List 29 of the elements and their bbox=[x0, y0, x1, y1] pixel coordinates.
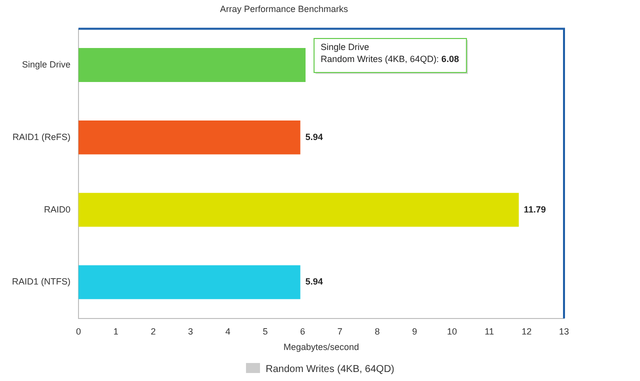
y-tick-label: RAID0 bbox=[44, 204, 70, 214]
bar bbox=[78, 48, 306, 82]
bar bbox=[78, 265, 300, 300]
y-tick-label: RAID1 (NTFS) bbox=[12, 276, 71, 287]
y-tick-label: Single Drive bbox=[22, 59, 70, 70]
x-tick-label: 12 bbox=[522, 326, 532, 336]
x-tick-label: 7 bbox=[337, 326, 342, 336]
x-tick-label: 4 bbox=[225, 326, 230, 336]
data-label: 11.79 bbox=[524, 204, 546, 214]
x-tick-label: 8 bbox=[374, 326, 380, 336]
x-tick-label: 10 bbox=[446, 326, 457, 336]
data-label: 5.94 bbox=[305, 132, 323, 142]
x-tick-label: 13 bbox=[558, 326, 570, 336]
chart-title: Array Performance Benchmarks bbox=[220, 4, 349, 14]
data-label: 5.94 bbox=[305, 276, 323, 287]
x-tick-label: 5 bbox=[262, 326, 268, 336]
x-tick-label: 11 bbox=[484, 326, 494, 336]
x-tick-label: 6 bbox=[300, 326, 306, 336]
y-tick-label: RAID1 (ReFS) bbox=[12, 132, 70, 142]
bar bbox=[78, 120, 300, 154]
x-tick-label: 2 bbox=[150, 326, 156, 336]
bar bbox=[78, 192, 519, 227]
text: Random Writes (4KB, 64QD) bbox=[266, 364, 394, 375]
x-tick-label: 9 bbox=[412, 326, 418, 336]
x-tick-label: 3 bbox=[188, 326, 194, 336]
x-tick-label: 1 bbox=[113, 326, 118, 336]
x-axis-title: Megabytes/second bbox=[283, 342, 360, 352]
x-tick-label: 0 bbox=[76, 326, 82, 336]
annotation: Single Drive Random Writes (4KB, 64QD): 6.08 bbox=[320, 42, 459, 64]
